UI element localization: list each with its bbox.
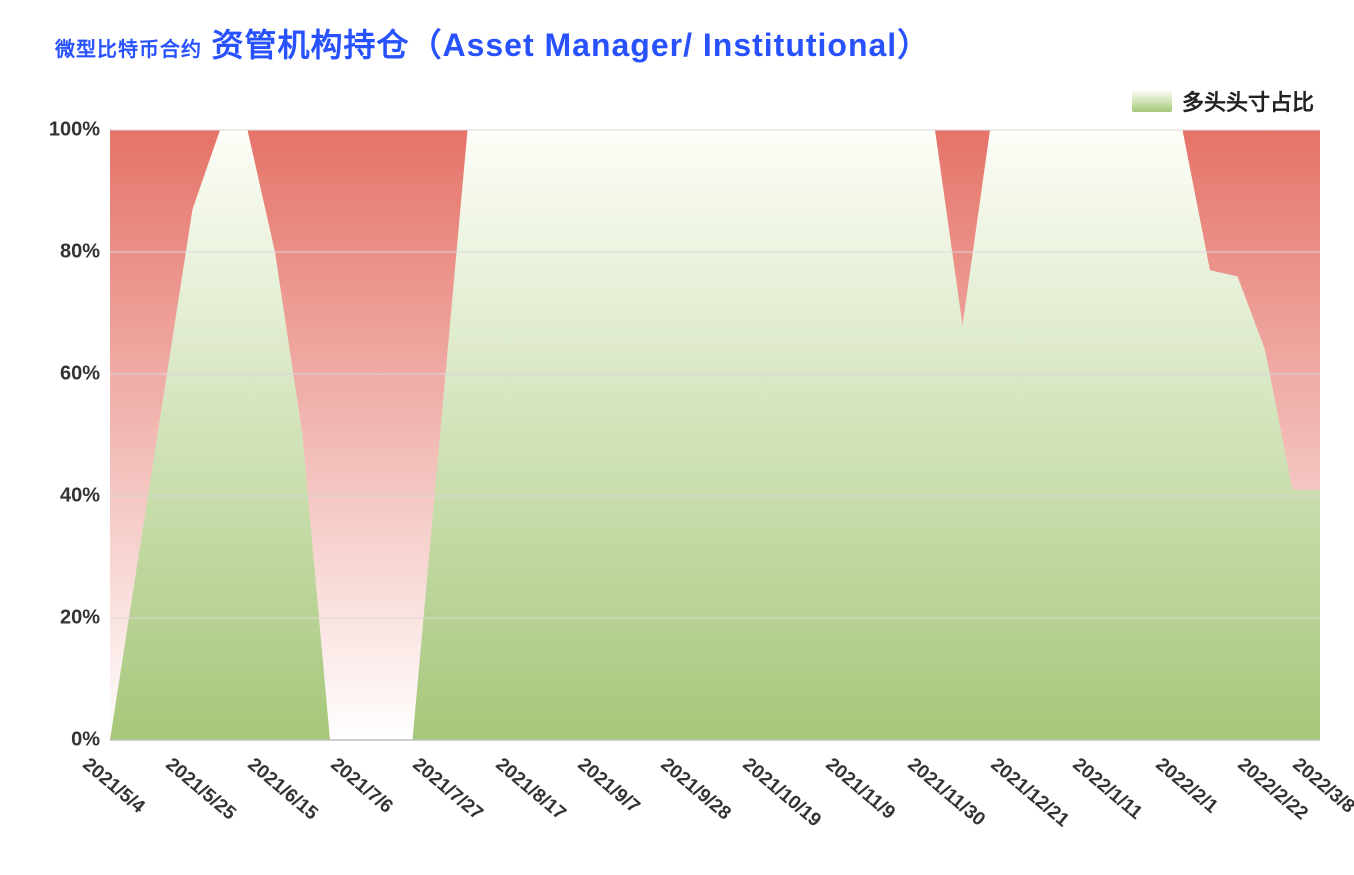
x-tick-label: 2021/7/6 <box>325 754 396 818</box>
chart-subtitle-text: 微型比特币合约 <box>55 39 202 61</box>
y-tick-label: 100% <box>40 119 100 142</box>
x-tick-label: 2021/5/4 <box>78 754 149 818</box>
plot-area <box>110 130 1320 740</box>
y-tick-label: 40% <box>40 485 100 508</box>
x-tick-label: 2022/2/1 <box>1150 754 1221 818</box>
x-tick-label: 2021/5/25 <box>160 754 239 825</box>
y-tick-label: 0% <box>40 729 100 752</box>
x-tick-label: 2021/12/21 <box>985 754 1072 832</box>
x-tick-label: 2021/9/7 <box>573 754 644 818</box>
y-tick-label: 60% <box>40 363 100 386</box>
x-tick-label: 2021/8/17 <box>490 754 569 825</box>
x-tick-label: 2022/1/11 <box>1068 754 1146 825</box>
x-tick-label: 2021/6/15 <box>243 754 322 825</box>
chart-container: 微型比特币合约 资管机构持仓（Asset Manager/ Institutio… <box>0 0 1354 875</box>
legend: 多头头寸占比 <box>1132 85 1314 117</box>
chart-title-text: 资管机构持仓（Asset Manager/ Institutional） <box>211 27 930 63</box>
legend-label: 多头头寸占比 <box>1182 85 1314 117</box>
y-tick-label: 80% <box>40 241 100 264</box>
legend-swatch <box>1132 90 1172 112</box>
x-tick-label: 2021/11/30 <box>903 754 989 831</box>
x-tick-label: 2021/11/9 <box>820 754 898 825</box>
x-tick-label: 2021/7/27 <box>408 754 487 825</box>
y-tick-label: 20% <box>40 607 100 630</box>
chart-title: 微型比特币合约 资管机构持仓（Asset Manager/ Institutio… <box>55 20 930 66</box>
x-tick-label: 2021/9/28 <box>655 754 734 825</box>
x-tick-label: 2021/10/19 <box>738 754 825 832</box>
